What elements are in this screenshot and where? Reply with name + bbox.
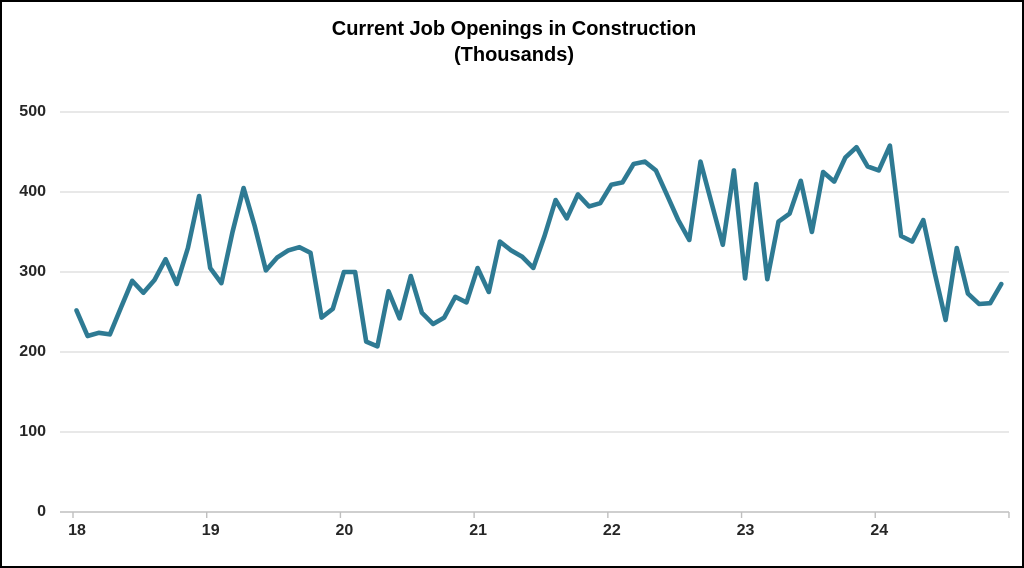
x-tick-label: 18 bbox=[68, 522, 86, 539]
x-tick-label: 23 bbox=[736, 522, 755, 539]
x-tick-label: 24 bbox=[870, 522, 889, 539]
x-tick-label: 22 bbox=[602, 522, 621, 539]
data-line-job-openings bbox=[74, 143, 1004, 349]
y-tick-label: 200 bbox=[19, 343, 46, 360]
chart-subtitle: (Thousands) bbox=[454, 44, 574, 66]
y-tick-label: 400 bbox=[19, 183, 46, 200]
x-tick-label: 21 bbox=[469, 522, 488, 539]
y-tick-label: 0 bbox=[37, 503, 46, 520]
y-tick-label: 300 bbox=[19, 263, 46, 280]
x-tick-label: 20 bbox=[335, 522, 354, 539]
y-tick-label: 100 bbox=[19, 423, 46, 440]
x-tick-label: 19 bbox=[201, 522, 220, 539]
chart-title: Current Job Openings in Construction bbox=[331, 18, 697, 40]
chart-title-block: Current Job Openings in Construction (Th… bbox=[2, 16, 1022, 68]
y-tick-label: 500 bbox=[19, 103, 46, 120]
